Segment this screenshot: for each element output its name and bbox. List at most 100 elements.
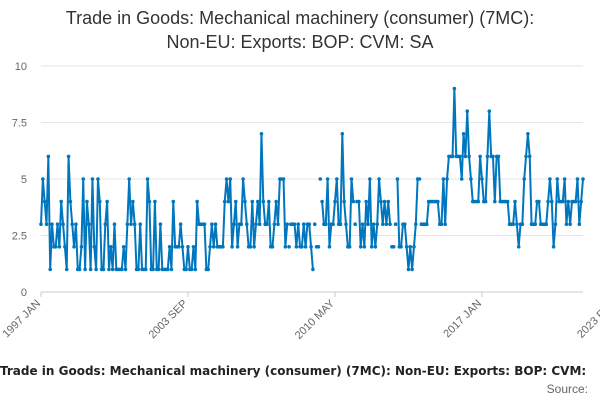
data-point[interactable]: [230, 245, 234, 249]
data-point[interactable]: [70, 222, 75, 226]
data-point[interactable]: [544, 222, 549, 226]
data-point[interactable]: [347, 245, 352, 249]
data-point[interactable]: [48, 267, 52, 272]
data-point[interactable]: [59, 199, 64, 204]
data-point[interactable]: [127, 177, 131, 181]
data-point[interactable]: [232, 222, 236, 226]
data-point[interactable]: [120, 267, 124, 272]
data-point[interactable]: [300, 245, 304, 249]
data-point[interactable]: [335, 177, 339, 181]
data-point[interactable]: [368, 177, 372, 181]
data-point[interactable]: [513, 199, 517, 204]
data-point[interactable]: [360, 222, 365, 226]
data-point[interactable]: [46, 154, 51, 159]
data-point[interactable]: [88, 267, 93, 272]
data-point[interactable]: [452, 86, 457, 91]
data-point[interactable]: [309, 245, 313, 249]
data-point[interactable]: [226, 199, 231, 204]
data-point[interactable]: [436, 199, 440, 204]
data-point[interactable]: [485, 154, 490, 159]
data-point[interactable]: [147, 199, 152, 204]
data-point[interactable]: [241, 177, 245, 181]
data-point[interactable]: [235, 245, 240, 249]
data-point[interactable]: [294, 245, 299, 249]
data-point[interactable]: [369, 245, 374, 249]
data-point[interactable]: [63, 245, 67, 249]
data-point[interactable]: [265, 222, 269, 226]
data-point[interactable]: [373, 245, 378, 249]
data-point[interactable]: [261, 199, 266, 204]
data-point[interactable]: [107, 267, 111, 272]
data-point[interactable]: [362, 245, 367, 249]
data-point[interactable]: [342, 199, 346, 204]
data-point[interactable]: [340, 132, 345, 136]
data-point[interactable]: [380, 222, 385, 226]
data-point[interactable]: [399, 245, 403, 249]
data-point[interactable]: [221, 245, 225, 249]
data-point[interactable]: [323, 222, 328, 226]
data-point[interactable]: [285, 222, 290, 226]
data-point[interactable]: [533, 222, 538, 226]
data-point[interactable]: [351, 199, 356, 204]
data-point[interactable]: [425, 222, 429, 226]
data-point[interactable]: [312, 222, 317, 226]
data-point[interactable]: [259, 132, 264, 136]
data-point[interactable]: [276, 222, 280, 226]
data-point[interactable]: [208, 245, 212, 249]
data-point[interactable]: [402, 222, 407, 226]
data-point[interactable]: [562, 177, 567, 181]
data-point[interactable]: [283, 245, 288, 249]
data-point[interactable]: [79, 245, 84, 249]
data-point[interactable]: [94, 267, 98, 272]
data-point[interactable]: [526, 132, 530, 136]
data-point[interactable]: [408, 245, 413, 249]
data-point[interactable]: [222, 199, 227, 204]
data-point[interactable]: [537, 199, 541, 204]
data-point[interactable]: [344, 222, 348, 226]
data-point[interactable]: [81, 177, 86, 181]
data-point[interactable]: [393, 222, 398, 226]
data-point[interactable]: [331, 222, 335, 226]
data-point[interactable]: [296, 222, 301, 226]
data-point[interactable]: [377, 177, 381, 181]
data-point[interactable]: [287, 245, 291, 249]
data-point[interactable]: [320, 199, 324, 204]
data-point[interactable]: [581, 177, 585, 181]
data-point[interactable]: [90, 177, 95, 181]
data-point[interactable]: [573, 199, 578, 204]
data-point[interactable]: [143, 267, 148, 272]
data-point[interactable]: [349, 177, 354, 181]
data-point[interactable]: [476, 199, 481, 204]
data-point[interactable]: [184, 267, 188, 272]
data-point[interactable]: [371, 222, 376, 226]
data-point[interactable]: [74, 222, 78, 226]
data-point[interactable]: [410, 267, 414, 272]
data-point[interactable]: [527, 154, 532, 159]
data-point[interactable]: [316, 245, 321, 249]
data-point[interactable]: [551, 245, 556, 249]
data-point[interactable]: [112, 222, 117, 226]
data-point[interactable]: [153, 199, 157, 204]
data-point[interactable]: [83, 267, 87, 272]
data-point[interactable]: [555, 177, 560, 181]
data-point[interactable]: [459, 177, 464, 181]
data-point[interactable]: [228, 177, 233, 181]
data-point[interactable]: [465, 109, 470, 113]
data-point[interactable]: [257, 222, 262, 226]
data-point[interactable]: [575, 177, 580, 181]
data-point[interactable]: [439, 222, 444, 226]
data-point[interactable]: [213, 222, 218, 226]
data-point[interactable]: [522, 177, 527, 181]
data-point[interactable]: [441, 177, 446, 181]
data-point[interactable]: [458, 154, 462, 159]
data-point[interactable]: [553, 222, 558, 226]
data-point[interactable]: [327, 245, 332, 249]
data-point[interactable]: [250, 199, 255, 204]
data-point[interactable]: [125, 222, 130, 226]
data-point[interactable]: [109, 245, 113, 249]
data-point[interactable]: [445, 177, 449, 181]
data-point[interactable]: [110, 267, 115, 272]
data-point[interactable]: [151, 267, 155, 272]
data-point[interactable]: [64, 267, 69, 272]
data-point[interactable]: [254, 222, 258, 226]
